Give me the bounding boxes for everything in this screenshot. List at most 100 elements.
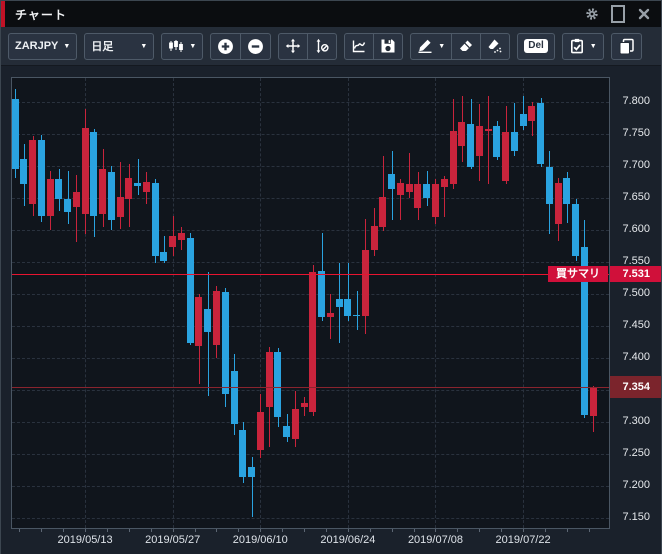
zoom-out-button[interactable] [240,33,270,59]
toolbar-group: Del [517,32,555,60]
candle-body [476,126,483,156]
candle-body [266,352,273,407]
candle-wick [208,272,209,396]
close-icon[interactable] [637,7,651,21]
time-axis[interactable]: 2019/05/13 2019/05/27 2019/06/10 2019/06/24… [1,529,661,554]
candle-wick [488,96,489,184]
x-axis-tick [589,529,590,532]
candle-body [292,409,299,439]
x-axis-tick [260,529,261,532]
zoom-in-icon [217,38,234,55]
x-axis-tick [370,529,371,532]
erase-all-button[interactable] [480,33,509,59]
chart-type-select[interactable]: ▼ [162,34,202,59]
candle-body [47,179,54,216]
delete-label: Del [524,39,548,53]
x-axis-tick [41,529,42,532]
draw-line-button[interactable]: ▼ [411,34,451,59]
candle-body [283,426,290,437]
candle-wick [409,153,410,198]
candle-wick [76,175,77,242]
vertical-gridline [523,78,524,528]
chart-plot-area[interactable]: 買サマリ [11,77,610,529]
candle-body [82,128,89,214]
candle-body [29,140,36,204]
maximize-icon[interactable] [611,5,625,23]
order-settings-button[interactable]: ▼ [563,34,603,59]
settings-gear-icon[interactable] [585,7,599,21]
candle-body [318,271,325,317]
x-axis-label: 2019/05/13 [57,534,113,546]
pan-button[interactable] [279,34,307,59]
x-axis-tick [545,529,546,532]
copy-chart-button[interactable] [612,34,641,59]
x-axis-tick [238,529,239,532]
horizontal-gridline [12,230,609,231]
eraser-all-icon [487,38,503,54]
candle-body [563,178,570,204]
candle-wick [523,96,524,130]
horizontal-gridline [12,422,609,423]
titlebar[interactable]: チャート [1,1,661,27]
chart-region: 買サマリ 7.800 7.750 7.700 7.650 7.600 7.550 7.500… [1,66,661,554]
chevron-down-icon: ▼ [189,42,197,50]
horizontal-gridline [12,486,609,487]
candle-body [546,167,553,204]
candle-body [152,183,159,256]
y-axis-label: 7.450 [622,319,650,331]
zoom-in-button[interactable] [211,34,240,59]
eraser-button[interactable] [451,33,480,59]
candle-wick [348,263,349,321]
candle-body [257,412,264,450]
vertical-gridline [260,78,261,528]
chevron-down-icon: ▼ [63,42,71,50]
toolbar: ZARJPY ▼ 日足 ▼ ▼ ▼ Del ▼ [1,27,661,66]
candle-body [528,106,535,121]
candle-body [327,313,334,317]
candle-body [38,140,45,216]
save-button[interactable] [373,33,402,59]
candle-body [231,371,238,424]
freehand-line-button[interactable] [345,34,373,59]
symbol-select[interactable]: ZARJPY ▼ [9,34,76,59]
candle-body [195,297,202,346]
x-axis-label: 2019/05/27 [145,534,201,546]
candle-body [12,99,19,169]
x-axis-label: 2019/07/22 [495,534,551,546]
y-axis-label: 7.750 [622,127,650,139]
clipboard-check-icon [569,38,585,54]
candle-body [467,124,474,167]
candle-body [20,159,27,184]
horizontal-gridline [12,166,609,167]
horizontal-gridline [12,518,609,519]
candle-body [134,183,141,186]
current-price-line [12,387,609,388]
candle-body [362,250,369,316]
axis-reset-icon [314,38,330,54]
symbol-select-label: ZARJPY [15,40,59,52]
toolbar-group: ▼ [161,32,204,60]
x-axis-tick [326,529,327,532]
zoom-out-icon [247,38,264,55]
candle-body [590,387,597,416]
candle-body [248,467,255,477]
candle-body [187,238,194,343]
toolbar-group: ▼ [410,32,511,60]
x-axis-tick [304,529,305,532]
delete-button[interactable]: Del [518,34,554,59]
y-axis-label: 7.650 [622,191,650,203]
window-title: チャート [15,7,67,22]
x-axis-tick [523,529,524,532]
chevron-down-icon: ▼ [140,42,148,50]
candle-body [414,184,421,208]
candle-body [485,129,492,131]
y-axis-label: 7.500 [622,287,650,299]
timeframe-select[interactable]: 日足 ▼ [85,34,153,59]
candle-body [204,309,211,332]
horizontal-gridline [12,102,609,103]
candle-body [493,126,500,157]
axis-scale-reset-button[interactable] [307,33,336,59]
candle-body [406,184,413,192]
x-axis-tick [348,529,349,532]
price-axis[interactable]: 7.800 7.750 7.700 7.650 7.600 7.550 7.500 7.450… [610,66,661,544]
